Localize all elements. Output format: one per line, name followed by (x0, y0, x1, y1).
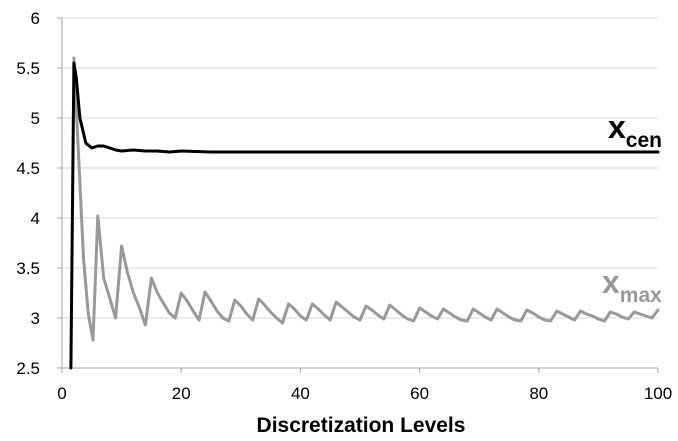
x-tick-label: 100 (644, 384, 672, 403)
x-tick-label: 0 (57, 384, 66, 403)
y-tick-label: 5.5 (16, 59, 40, 78)
series-line-x-max (72, 56, 660, 342)
y-tick-label: 3 (31, 309, 40, 328)
series-label-x-max: xmax (602, 264, 662, 307)
series-lines (69, 56, 660, 370)
y-tick-label: 3.5 (16, 259, 40, 278)
series-line-x-cen (69, 61, 660, 370)
x-tick-label: 60 (410, 384, 429, 403)
y-tick-label: 4 (31, 209, 40, 228)
y-tick-label: 6 (31, 9, 40, 28)
series-label-subscript: cen (626, 129, 662, 152)
y-tick-label: 4.5 (16, 159, 40, 178)
series-label-subscript: max (620, 284, 662, 307)
series-label-main: x (602, 264, 620, 300)
x-tick-label: 80 (529, 384, 548, 403)
tick-labels: 2.533.544.555.560 20 40 60 80 100 (16, 9, 672, 403)
x-tick-label: 20 (172, 384, 191, 403)
series-label-main: x (608, 109, 626, 145)
x-tick-label: 40 (291, 384, 310, 403)
y-tick-label: 2.5 (16, 359, 40, 378)
x-axis-title: Discretization Levels (257, 414, 466, 437)
grid-lines (62, 17, 658, 319)
series-label-x-cen: xcen (608, 109, 662, 152)
y-tick-label: 5 (31, 109, 40, 128)
axes (57, 17, 659, 373)
